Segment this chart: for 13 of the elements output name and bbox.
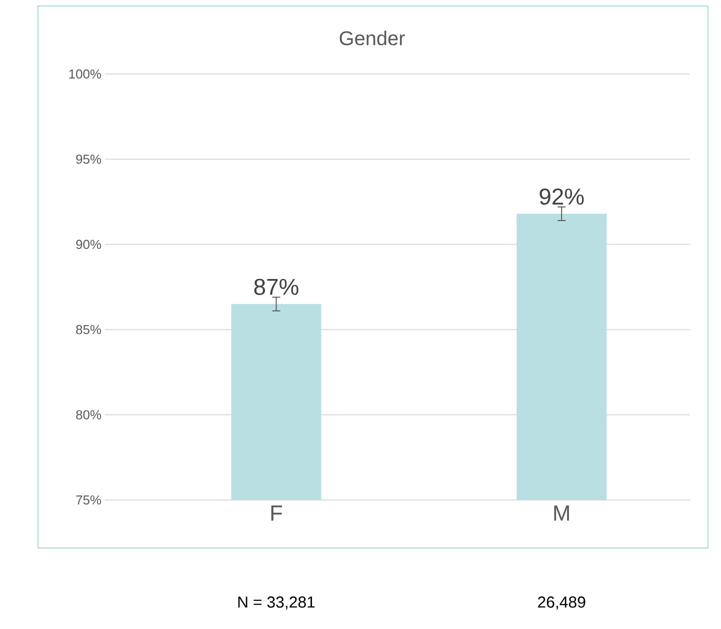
y-tick-label: 95% (76, 154, 102, 164)
text: N = 33,281 (238, 596, 315, 610)
y-tick-label: 80% (76, 410, 102, 420)
y-tick-label: 75% (76, 495, 102, 505)
x-tick-label: F (271, 506, 282, 521)
data-label: 87% (254, 278, 298, 296)
data-label: 92% (540, 188, 584, 205)
text: 26,489 (538, 596, 586, 610)
y-tick-label: 100% (69, 69, 102, 79)
chart-title: Gender (340, 30, 405, 46)
y-tick-label: 90% (76, 240, 102, 249)
x-tick-label: M (554, 506, 569, 521)
y-tick-label: 85% (76, 325, 102, 334)
